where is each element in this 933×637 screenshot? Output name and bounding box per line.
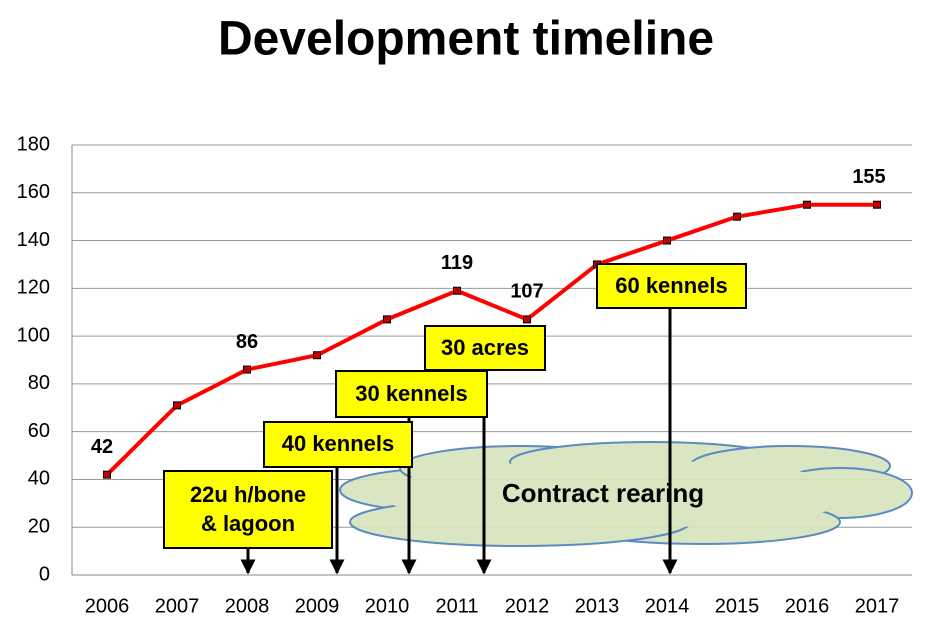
annotation-box: 22u h/bone & lagoon [163, 470, 333, 549]
x-tick-label: 2014 [645, 595, 690, 617]
x-tick-label: 2009 [295, 595, 340, 617]
data-line [105, 202, 877, 477]
data-point [663, 236, 671, 245]
data-point [313, 351, 321, 360]
data-point [523, 315, 531, 324]
y-tick-label: 140 [17, 229, 50, 251]
x-tick-label: 2017 [855, 595, 900, 617]
data-label: 86 [236, 331, 258, 353]
y-tick-label: 0 [39, 563, 50, 585]
y-tick-label: 100 [17, 324, 50, 346]
data-label: 107 [510, 281, 543, 303]
x-tick-label: 2013 [575, 595, 620, 617]
x-tick-label: 2008 [225, 595, 270, 617]
data-label: 42 [91, 436, 113, 458]
data-point [453, 286, 461, 295]
data-point [383, 315, 391, 324]
annotation-box: 30 acres [424, 325, 546, 371]
chart-title: Development timeline [218, 13, 714, 66]
y-tick-label: 180 [17, 133, 50, 155]
region-label: Contract rearing [502, 478, 704, 508]
x-tick-label: 2010 [365, 595, 410, 617]
y-tick-label: 80 [28, 372, 50, 394]
annotation-box: 60 kennels [596, 263, 747, 309]
data-label: 155 [852, 166, 885, 188]
data-point [803, 200, 811, 209]
annotation-box: 30 kennels [335, 370, 488, 418]
x-tick-label: 2012 [505, 595, 550, 617]
cloud [339, 441, 913, 547]
x-tick-label: 2011 [435, 595, 478, 617]
y-tick-label: 120 [17, 277, 50, 299]
data-point [103, 470, 111, 479]
y-tick-label: 40 [28, 468, 50, 490]
x-tick-label: 2016 [785, 595, 830, 617]
y-tick-label: 160 [17, 181, 50, 203]
x-tick-label: 2007 [155, 595, 200, 617]
data-point [173, 401, 181, 410]
y-tick-label: 20 [28, 516, 50, 538]
x-tick-label: 2015 [715, 595, 760, 617]
y-tick-label: 60 [28, 420, 50, 442]
data-point [243, 365, 251, 374]
annotation-box: 40 kennels [263, 421, 413, 468]
x-tick-label: 2006 [85, 595, 130, 617]
data-point [873, 200, 881, 209]
data-point [733, 212, 741, 221]
data-label: 119 [441, 252, 473, 274]
